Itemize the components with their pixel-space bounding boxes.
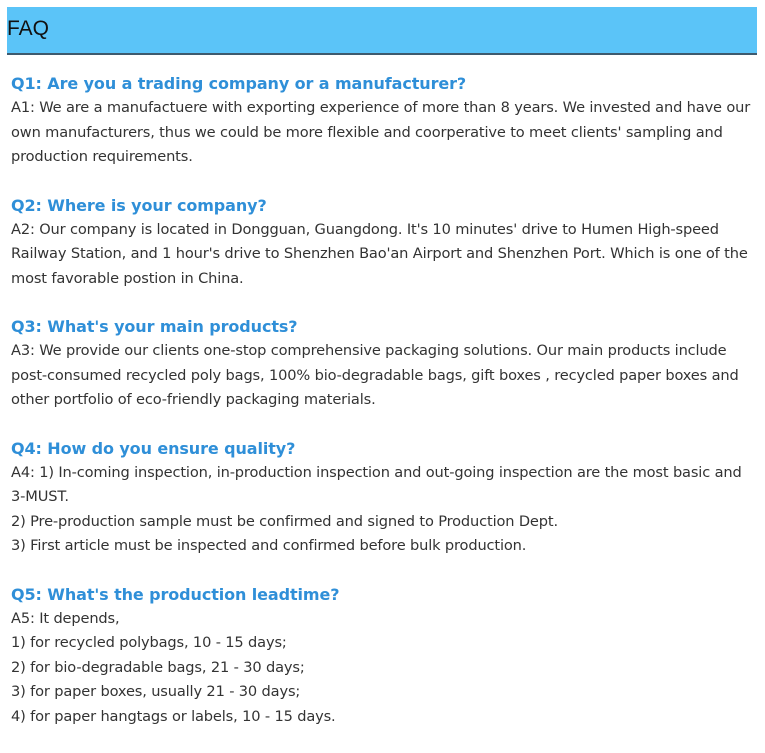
faq-answer-line: 3) First article must be inspected and c… <box>11 537 527 554</box>
faq-question: Q4: How do you ensure quality? <box>11 438 296 458</box>
faq-item: Q2: Where is your company? A2: Our compan… <box>11 194 759 292</box>
faq-question: Q1: Are you a trading company or a manuf… <box>11 74 467 93</box>
faq-item: Q4: How do you ensure quality? A4: 1) In-… <box>11 437 759 559</box>
faq-answer-line: 2) for bio-degradable bags, 21 - 30 days… <box>11 658 305 676</box>
faq-answer-line: A2: Our company is located in Dongguan, … <box>11 220 748 287</box>
faq-answer-line: A4: 1) In-coming inspection, in-producti… <box>11 463 742 506</box>
faq-item: Q3: What's your main products? A3: We pro… <box>11 315 759 413</box>
faq-item: Q5: What's the production leadtime? A5: I… <box>11 583 759 730</box>
page-title: FAQ <box>7 17 50 40</box>
faq-question: Q5: What's the production leadtime? <box>11 584 340 604</box>
faq-answer-line: 3) for paper boxes, usually 21 - 30 days… <box>11 683 301 700</box>
faq-answer-line: 4) for paper hangtags or labels, 10 - 15… <box>11 707 336 725</box>
faq-answer-line: A5: It depends, <box>11 609 120 627</box>
faq-answer-line: 2) Pre-production sample must be confirm… <box>11 512 558 530</box>
faq-answer-line: A3: We provide our clients one-stop comp… <box>11 342 739 408</box>
faq-list: Q1: Are you a trading company or a manuf… <box>11 72 759 753</box>
faq-answer-line: 1) for recycled polybags, 10 - 15 days; <box>11 634 287 651</box>
faq-header: FAQ <box>7 7 757 55</box>
faq-answer-line: A1: We are a manufactuere with exporting… <box>11 99 751 165</box>
faq-item: Q1: Are you a trading company or a manuf… <box>11 72 759 170</box>
faq-question: Q3: What's your main products? <box>11 317 298 336</box>
faq-question: Q2: Where is your company? <box>11 195 267 215</box>
